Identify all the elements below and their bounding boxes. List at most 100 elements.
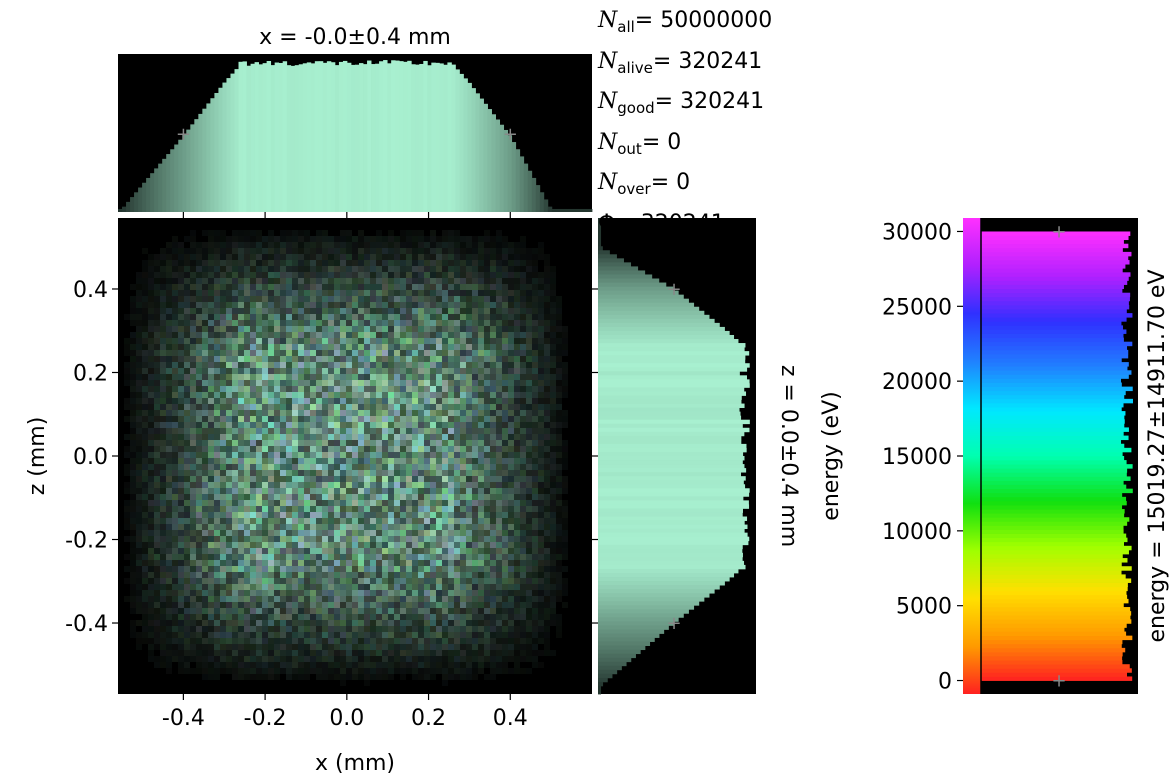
heatmap-cell-2144 bbox=[496, 410, 502, 416]
heatmap-cell-2868 bbox=[436, 470, 442, 476]
heatmap-cell-4012 bbox=[250, 566, 256, 572]
heatmap-cell-933 bbox=[256, 314, 262, 320]
heatmap-cell-3974 bbox=[460, 560, 466, 566]
heatmap-cell-4351 bbox=[532, 590, 538, 596]
heatmap-cell-2707 bbox=[358, 458, 364, 464]
heatmap-cell-294 bbox=[232, 260, 238, 266]
heatmap-cell-1443 bbox=[250, 356, 256, 362]
heatmap-cell-3379 bbox=[418, 512, 424, 518]
heatmap-cell-1781 bbox=[508, 380, 514, 386]
heatmap-cell-1380 bbox=[310, 350, 316, 356]
heatmap-cell-2382 bbox=[166, 434, 172, 440]
heatmap-cell-1752 bbox=[334, 380, 340, 386]
heatmap-cell-3473 bbox=[538, 518, 544, 524]
heatmap-cell-4807 bbox=[262, 632, 268, 638]
heatmap-cell-3965 bbox=[406, 560, 412, 566]
heatmap-cell-4209 bbox=[556, 578, 562, 584]
heatmap-cell-1610 bbox=[370, 368, 376, 374]
heatmap-cell-1301 bbox=[280, 344, 286, 350]
heatmap-cell-1914 bbox=[430, 392, 436, 398]
heatmap-cell-533 bbox=[430, 278, 436, 284]
heatmap-cell-2328 bbox=[280, 428, 286, 434]
heatmap-cell-1046 bbox=[502, 320, 508, 326]
heatmap-cell-1544 bbox=[418, 362, 424, 368]
heatmap-cell-600 bbox=[406, 284, 412, 290]
heatmap-cell-1679 bbox=[340, 374, 346, 380]
heatmap-cell-3465 bbox=[490, 518, 496, 524]
heatmap-cell-2966 bbox=[148, 482, 154, 488]
heatmap-cell-1518 bbox=[262, 362, 268, 368]
heatmap-cell-2755 bbox=[202, 464, 208, 470]
heatmap-cell-3671 bbox=[400, 536, 406, 542]
heatmap-cell-713 bbox=[238, 296, 244, 302]
heatmap-cell-4258 bbox=[412, 584, 418, 590]
heatmap-cell-679 bbox=[460, 290, 466, 296]
heatmap-cell-4346 bbox=[502, 590, 508, 596]
heatmap-cell-841 bbox=[142, 308, 148, 314]
heatmap-cell-2853 bbox=[346, 470, 352, 476]
heatmap-cell-3011 bbox=[418, 482, 424, 488]
heatmap-cell-3599 bbox=[412, 530, 418, 536]
heatmap-cell-3933 bbox=[214, 560, 220, 566]
heatmap-cell-1401 bbox=[436, 350, 442, 356]
heatmap-cell-3873 bbox=[292, 554, 298, 560]
heatmap-cell-1057 bbox=[142, 326, 148, 332]
heatmap-cell-157 bbox=[214, 248, 220, 254]
heatmap-cell-260 bbox=[436, 254, 442, 260]
heatmap-cell-1586 bbox=[226, 368, 232, 374]
heatmap-cell-4383 bbox=[280, 596, 286, 602]
heatmap-cell-1828 bbox=[352, 386, 358, 392]
heatmap-cell-1525 bbox=[304, 362, 310, 368]
heatmap-cell-2952 bbox=[508, 476, 514, 482]
heatmap-cell-1430 bbox=[172, 356, 178, 362]
heatmap-cell-1738 bbox=[250, 380, 256, 386]
heatmap-cell-940 bbox=[298, 314, 304, 320]
heatmap-cell-597 bbox=[388, 284, 394, 290]
heatmap-cell-3722 bbox=[268, 542, 274, 548]
heatmap-cell-4649 bbox=[166, 620, 172, 626]
heatmap-cell-4919 bbox=[514, 638, 520, 644]
heatmap-cell-1592 bbox=[262, 368, 268, 374]
heatmap-cell-2713 bbox=[394, 458, 400, 464]
heatmap-cell-112 bbox=[322, 242, 328, 248]
heatmap-cell-1457 bbox=[334, 356, 340, 362]
heatmap-cell-2963 bbox=[130, 482, 136, 488]
heatmap-cell-188 bbox=[400, 248, 406, 254]
heatmap-cell-2507 bbox=[484, 440, 490, 446]
heatmap-cell-4373 bbox=[220, 596, 226, 602]
heatmap-cell-1677 bbox=[328, 374, 334, 380]
heatmap-cell-3097 bbox=[490, 488, 496, 494]
heatmap-cell-411 bbox=[532, 266, 538, 272]
heatmap-cell-3893 bbox=[412, 554, 418, 560]
heatmap-cell-2041 bbox=[310, 404, 316, 410]
heatmap-cell-4363 bbox=[160, 596, 166, 602]
heatmap-cell-1144 bbox=[226, 332, 232, 338]
heatmap-cell-3396 bbox=[520, 512, 526, 518]
heatmap-cell-4552 bbox=[430, 608, 436, 614]
heatmap-cell-785 bbox=[238, 302, 244, 308]
heatmap-cell-3449 bbox=[394, 518, 400, 524]
heatmap-cell-369 bbox=[280, 266, 286, 272]
heatmap-cell-3412 bbox=[172, 518, 178, 524]
heatmap-cell-2596 bbox=[130, 452, 136, 458]
heatmap-cell-4752 bbox=[358, 626, 364, 632]
heatmap-cell-2648 bbox=[442, 452, 448, 458]
heatmap-cell-2474 bbox=[286, 440, 292, 446]
heatmap-cell-4511 bbox=[184, 608, 190, 614]
heatmap-cell-4656 bbox=[208, 620, 214, 626]
heatmap-cell-3653 bbox=[292, 536, 298, 542]
heatmap-cell-4792 bbox=[172, 632, 178, 638]
heatmap-cell-4024 bbox=[322, 566, 328, 572]
heatmap-cell-4064 bbox=[562, 566, 568, 572]
heatmap-cell-3159 bbox=[424, 494, 430, 500]
heatmap-cell-31 bbox=[484, 230, 490, 236]
heatmap-cell-2450 bbox=[142, 440, 148, 446]
heatmap-cell-4078 bbox=[208, 572, 214, 578]
heatmap-cell-1780 bbox=[502, 380, 508, 386]
heatmap-cell-3069 bbox=[322, 488, 328, 494]
heatmap-cell-3149 bbox=[364, 494, 370, 500]
heatmap-cell-4717 bbox=[148, 626, 154, 632]
heatmap-cell-1009 bbox=[280, 320, 286, 326]
heatmap-cell-4304 bbox=[250, 590, 256, 596]
heatmap-cell-1199 bbox=[556, 332, 562, 338]
